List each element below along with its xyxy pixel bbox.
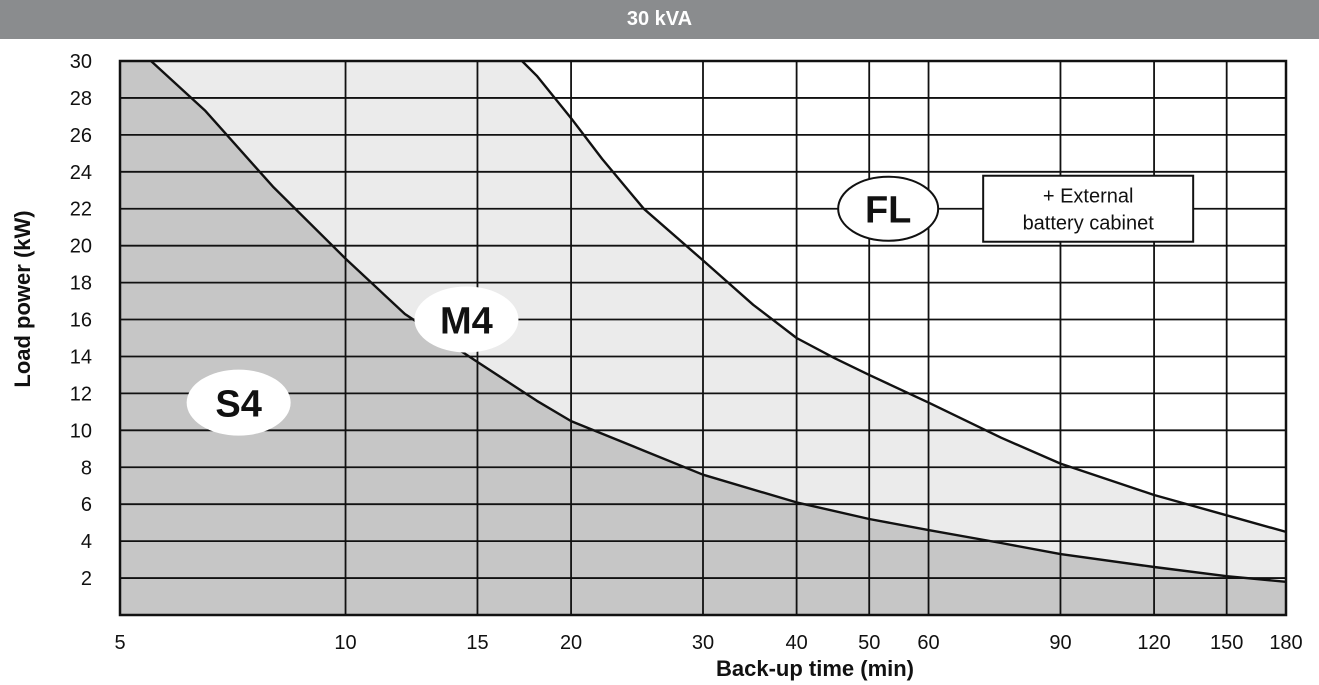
external-battery-note: + External battery cabinet — [982, 174, 1195, 243]
x-tick-label: 5 — [114, 632, 125, 654]
y-tick-label: 26 — [70, 125, 92, 147]
x-tick-label: 20 — [560, 632, 582, 654]
x-axis-title: Back-up time (min) — [716, 656, 914, 681]
region-label-text: S4 — [215, 384, 261, 426]
y-tick-label: 2 — [81, 568, 92, 590]
region-label-fl: FL — [837, 175, 940, 242]
curve-s4 — [150, 60, 1287, 583]
y-tick-label: 18 — [70, 273, 92, 295]
y-tick-label: 8 — [81, 457, 92, 479]
y-tick-label: 16 — [70, 310, 92, 332]
y-tick-label: 12 — [70, 383, 92, 405]
region-label-m4: M4 — [414, 286, 519, 353]
plot-frame — [118, 59, 1288, 617]
y-tick-label: 24 — [70, 162, 92, 184]
y-axis-title: Load power (kW) — [10, 210, 35, 387]
region-label-text: M4 — [440, 301, 493, 343]
x-tick-label: 15 — [466, 632, 488, 654]
label-bubble — [186, 369, 291, 436]
x-tick-label: 150 — [1210, 632, 1243, 654]
region-label-text: FL — [865, 190, 911, 232]
x-tick-label: 30 — [692, 632, 714, 654]
y-tick-label: 6 — [81, 494, 92, 516]
y-tick-label: 4 — [81, 531, 92, 553]
x-tick-label: 50 — [858, 632, 880, 654]
label-bubble — [837, 175, 940, 242]
x-tick-label: 90 — [1049, 632, 1071, 654]
note-line: battery cabinet — [1023, 213, 1155, 235]
y-tick-label: 30 — [70, 51, 92, 73]
note-line: + External — [1043, 186, 1134, 208]
region-label-s4: S4 — [186, 369, 291, 436]
y-tick-label: 10 — [70, 420, 92, 442]
label-bubble — [414, 286, 519, 353]
y-tick-label: 14 — [70, 346, 92, 368]
x-tick-label: 180 — [1269, 632, 1302, 654]
curve-m4 — [521, 60, 1287, 534]
chart-title: 30 kVA — [0, 0, 1319, 39]
x-tick-label: 10 — [334, 632, 356, 654]
x-tick-label: 120 — [1137, 632, 1170, 654]
region-s4 — [120, 61, 1286, 615]
y-tick-label: 22 — [70, 199, 92, 221]
note-box — [982, 174, 1195, 243]
x-tick-label: 40 — [785, 632, 807, 654]
y-tick-label: 20 — [70, 236, 92, 258]
y-tick-label: 28 — [70, 88, 92, 110]
x-tick-label: 60 — [917, 632, 939, 654]
